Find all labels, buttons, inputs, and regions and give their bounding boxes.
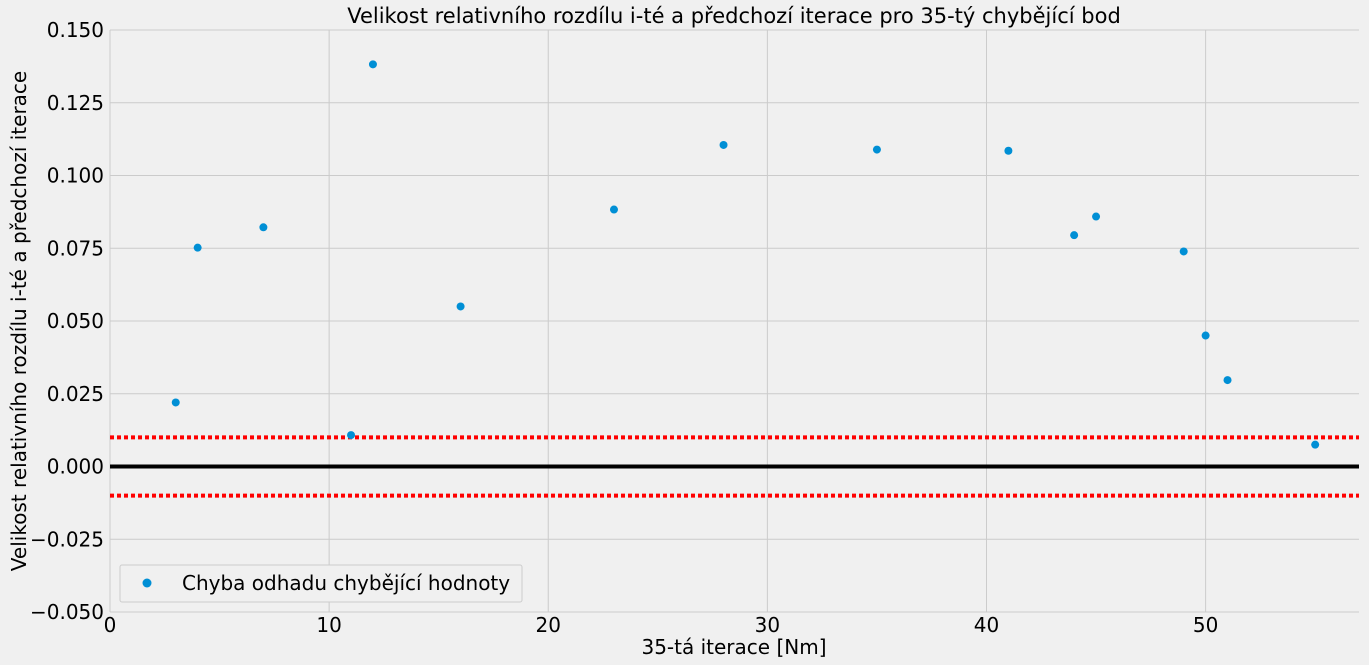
- data-points: [171, 60, 1320, 449]
- data-point: [1092, 212, 1101, 221]
- data-point: [193, 243, 202, 252]
- y-tick-label: 0.125: [47, 91, 104, 115]
- y-tick-label: 0.000: [47, 455, 104, 479]
- x-tick-label: 10: [316, 613, 341, 637]
- data-point: [1004, 146, 1013, 155]
- data-point: [719, 140, 728, 149]
- legend-box: [119, 564, 523, 603]
- legend-label: Chyba odhadu chybějící hodnoty: [182, 571, 510, 595]
- data-point: [1201, 331, 1210, 340]
- data-point: [1070, 231, 1079, 240]
- data-point: [1311, 440, 1320, 449]
- data-point: [456, 302, 465, 311]
- chart-title: Velikost relativního rozdílu i-té a před…: [347, 4, 1121, 28]
- data-point: [347, 431, 356, 440]
- y-tick-label: −0.050: [30, 600, 104, 624]
- y-axis-title: Velikost relativního rozdílu i-té a před…: [7, 71, 31, 571]
- data-point: [872, 145, 881, 154]
- x-axis-title: 35-tá iterace [Nm]: [641, 635, 826, 659]
- y-tick-label: 0.100: [47, 164, 104, 188]
- x-tick-label: 0: [104, 613, 117, 637]
- y-tick-label: 0.025: [47, 382, 104, 406]
- y-tick-label: 0.075: [47, 236, 104, 260]
- x-tick-label: 40: [974, 613, 999, 637]
- y-tick-label: 0.150: [47, 18, 104, 42]
- data-point: [1223, 376, 1232, 385]
- reference-lines: [110, 435, 1359, 498]
- y-tick-labels: −0.050 −0.025 0.000 0.025 0.050 0.075 0.100 0.1…: [30, 18, 104, 624]
- x-tick-labels: 0 10 20 30 40 50: [104, 613, 1219, 637]
- data-point: [259, 223, 268, 232]
- x-tick-label: 30: [755, 613, 780, 637]
- data-point: [368, 60, 377, 69]
- x-tick-label: 50: [1193, 613, 1218, 637]
- x-tick-label: 20: [536, 613, 561, 637]
- data-point: [1179, 247, 1188, 256]
- data-point: [609, 205, 618, 214]
- y-tick-label: −0.025: [30, 527, 104, 551]
- legend: Chyba odhadu chybějící hodnoty: [119, 564, 523, 603]
- legend-marker: [142, 578, 152, 588]
- data-point: [171, 398, 180, 407]
- y-tick-label: 0.050: [47, 309, 104, 333]
